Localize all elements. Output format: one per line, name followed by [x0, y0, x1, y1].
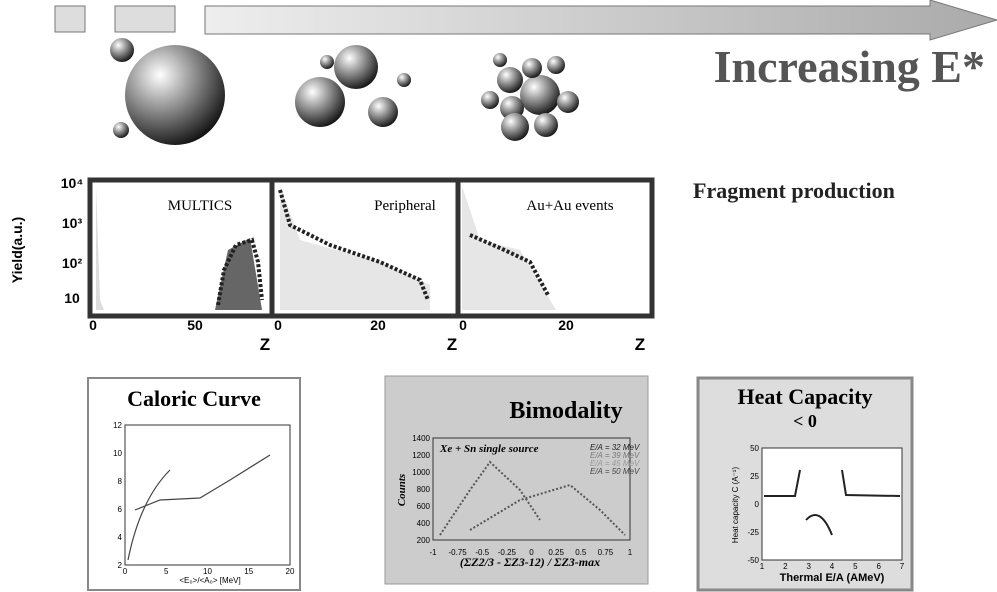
box	[55, 6, 85, 32]
x-tick-label: 0	[89, 317, 97, 333]
plot-frame	[762, 448, 902, 560]
x-tick-label: 10	[203, 567, 212, 576]
y-tick-label: 10	[64, 290, 80, 306]
x-label: (ΣZ2/3 - ΣZ3-12) / ΣZ3-max	[460, 555, 600, 569]
x-tick-label: 2	[783, 562, 788, 571]
x-label: Z	[635, 335, 645, 354]
y-tick-label: -25	[747, 528, 759, 537]
x-tick-label: 7	[900, 562, 905, 571]
y-label: Yield(a.u.)	[9, 217, 25, 283]
x-label: Z	[447, 335, 457, 354]
x-label: Z	[260, 335, 270, 354]
y-tick-label: 12	[113, 421, 122, 430]
legend-label: E/A = 50 MeV	[590, 467, 640, 476]
box	[115, 6, 175, 32]
x-tick-label: 15	[244, 567, 253, 576]
x-tick-label: 0	[123, 567, 128, 576]
y-tick-label: 800	[417, 485, 431, 494]
x-tick-label: 6	[876, 562, 881, 571]
y-tick-label: 50	[750, 444, 759, 453]
inset-subtitle: < 0	[793, 411, 817, 431]
y-tick-label: 2	[118, 561, 123, 570]
x-tick-label: 3	[806, 562, 811, 571]
x-tick-label: 20	[286, 567, 295, 576]
x-tick-label: 0	[274, 317, 282, 333]
inset-title: Bimodality	[509, 398, 622, 424]
y-label: Counts	[396, 474, 408, 506]
y-tick-label: 200	[417, 536, 431, 545]
y-tick-label: 10²	[62, 255, 83, 271]
y-tick-label: 1000	[412, 468, 430, 477]
x-tick-label: 1	[760, 562, 765, 571]
fragment-plots: 10⁴ 10³ 10² 10 MULTICS 0 50 Z Peripheral 0 20 Z Au+A…	[61, 175, 652, 354]
y-tick-label: 4	[118, 533, 123, 542]
subtitle: Xe + Sn single source	[439, 443, 539, 455]
panel-label: MULTICS	[168, 198, 232, 214]
arrow	[205, 0, 997, 40]
y-tick-label: 600	[417, 502, 431, 511]
inset-title: Heat Capacity	[737, 384, 872, 409]
x-tick-label: -1	[429, 548, 437, 557]
inset-title: Caloric Curve	[127, 386, 261, 411]
x-tick-label: 20	[370, 317, 386, 333]
panel-label: Au+Au events	[526, 198, 613, 214]
y-tick-label: 10⁴	[61, 175, 84, 191]
y-tick-label: 1200	[412, 451, 430, 460]
caption: Fragment production	[693, 178, 895, 203]
x-tick-label: 4	[830, 562, 835, 571]
y-tick-label: 8	[118, 477, 123, 486]
title: Increasing E*	[714, 41, 985, 92]
y-tick-label: 6	[118, 505, 123, 514]
x-label: Thermal E/A (AMeV)	[780, 572, 885, 584]
x-tick-label: 5	[164, 567, 169, 576]
y-tick-label: 10	[113, 449, 122, 458]
spheres	[110, 38, 579, 145]
y-tick-label: 1400	[412, 434, 430, 443]
x-tick-label: 5	[853, 562, 858, 571]
y-tick-label: -50	[747, 556, 759, 565]
x-tick-label: 20	[558, 317, 574, 333]
y-tick-label: 25	[750, 472, 759, 481]
slide: Increasing E* Fragment production Yield(…	[0, 0, 997, 592]
x-tick-label: 1	[628, 548, 633, 557]
x-tick-label: 0	[459, 317, 467, 333]
y-tick-label: 10³	[62, 215, 83, 231]
y-label: Heat capacity C (A⁻¹)	[731, 467, 740, 544]
x-tick-label: 50	[187, 317, 203, 333]
panel-label: Peripheral	[374, 198, 436, 214]
x-label: <E₀>/<A₀> [MeV]	[179, 576, 240, 585]
y-tick-label: 400	[417, 519, 431, 528]
y-tick-label: 0	[755, 500, 760, 509]
